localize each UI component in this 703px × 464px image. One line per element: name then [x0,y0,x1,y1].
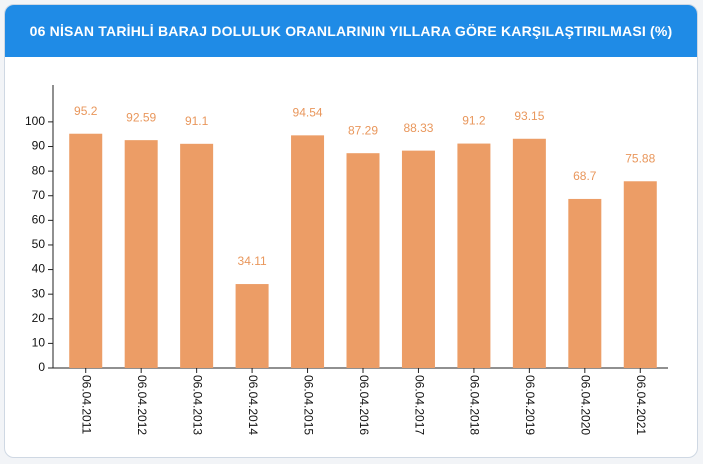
y-tick-label: 20 [32,311,46,325]
value-label: 94.54 [293,106,323,120]
x-tick-label: 06.04.2011 [80,375,94,434]
value-label: 91.1 [185,114,209,128]
bar [235,284,269,368]
y-tick-label: 100 [25,114,45,128]
value-label: 68.7 [573,169,597,183]
bar [401,150,435,368]
bar [457,143,491,368]
y-tick-label: 10 [32,336,46,350]
chart-card: 06 NİSAN TARİHLİ BARAJ DOLULUK ORANLARIN… [4,4,698,458]
bar [291,135,325,368]
bar [69,133,103,368]
value-label: 91.2 [462,114,486,128]
value-label: 92.59 [126,110,156,124]
x-tick-label: 06.04.2015 [301,375,315,435]
bar [180,143,214,368]
x-tick-label: 06.04.2014 [246,375,260,435]
x-tick-label: 06.04.2017 [412,375,426,435]
value-label: 87.29 [348,123,378,137]
bar [346,153,380,368]
bar [124,140,158,368]
y-tick-label: 0 [38,360,45,374]
y-tick-label: 80 [32,163,46,177]
y-tick-label: 90 [32,139,46,153]
bar [623,181,657,368]
bar [512,138,546,368]
x-tick-label: 06.04.2013 [190,375,204,435]
value-label: 95.2 [74,104,98,118]
value-label: 34.11 [238,254,267,268]
y-tick-label: 30 [32,286,46,300]
y-tick-label: 50 [32,237,46,251]
bar [568,198,602,368]
y-tick-label: 60 [32,213,46,227]
chart-title: 06 NİSAN TARİHLİ BARAJ DOLULUK ORANLARIN… [5,5,697,57]
value-label: 88.33 [403,121,433,135]
chart: 0 10 20 30 40 50 60 70 80 90 100 95.2 06.04.2011 92.5… [25,85,668,435]
x-tick-label: 06.04.2021 [634,375,648,435]
x-tick-label: 06.04.2012 [135,375,149,435]
x-tick-label: 06.04.2019 [523,375,537,435]
value-label: 93.15 [514,109,544,123]
y-tick-label: 70 [32,188,46,202]
x-tick-label: 06.04.2018 [468,375,482,435]
x-tick-label: 06.04.2016 [357,375,371,435]
x-tick-label: 06.04.2020 [579,375,593,435]
value-label: 75.88 [625,151,655,165]
y-tick-label: 40 [32,262,46,276]
